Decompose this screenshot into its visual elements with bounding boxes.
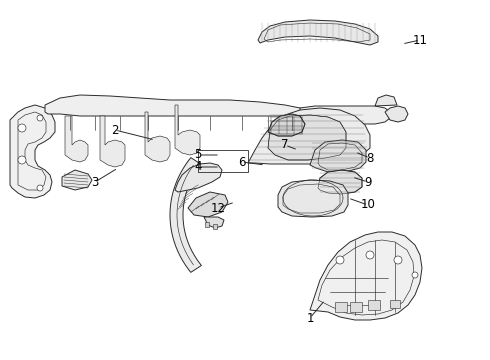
Text: 6: 6: [238, 156, 246, 168]
Polygon shape: [204, 217, 224, 228]
Circle shape: [37, 185, 43, 191]
Polygon shape: [175, 105, 200, 155]
Text: 9: 9: [364, 175, 372, 189]
Polygon shape: [188, 192, 228, 217]
Polygon shape: [45, 95, 320, 116]
Circle shape: [18, 156, 26, 164]
Bar: [350, 302, 362, 312]
Polygon shape: [10, 105, 55, 198]
Polygon shape: [375, 95, 397, 106]
Polygon shape: [62, 170, 92, 190]
Polygon shape: [385, 106, 408, 122]
Bar: [213, 224, 217, 229]
Polygon shape: [268, 114, 305, 136]
Polygon shape: [310, 232, 422, 320]
Bar: [205, 222, 209, 227]
Polygon shape: [170, 158, 201, 273]
Polygon shape: [145, 112, 170, 162]
Text: 2: 2: [111, 123, 119, 136]
Circle shape: [37, 115, 43, 121]
Text: 1: 1: [306, 311, 314, 324]
Text: 12: 12: [211, 202, 225, 215]
Polygon shape: [300, 106, 390, 124]
Text: 5: 5: [195, 148, 202, 162]
Circle shape: [366, 251, 374, 259]
Polygon shape: [175, 163, 222, 192]
Polygon shape: [310, 140, 366, 172]
Text: 3: 3: [91, 175, 98, 189]
Bar: [368, 300, 380, 310]
Polygon shape: [65, 116, 88, 162]
Polygon shape: [278, 180, 348, 217]
Polygon shape: [268, 115, 346, 160]
Circle shape: [412, 272, 418, 278]
Polygon shape: [258, 20, 378, 45]
Bar: [390, 300, 400, 308]
Circle shape: [18, 124, 26, 132]
Text: 7: 7: [281, 139, 289, 152]
Polygon shape: [248, 108, 370, 164]
Text: 8: 8: [367, 152, 374, 165]
Circle shape: [336, 256, 344, 264]
Text: 11: 11: [413, 33, 427, 46]
Text: 10: 10: [361, 198, 375, 211]
Text: 4: 4: [194, 161, 202, 174]
Polygon shape: [318, 170, 362, 194]
Bar: [335, 302, 347, 312]
Polygon shape: [100, 116, 125, 167]
Circle shape: [394, 256, 402, 264]
Bar: [198, 150, 248, 172]
